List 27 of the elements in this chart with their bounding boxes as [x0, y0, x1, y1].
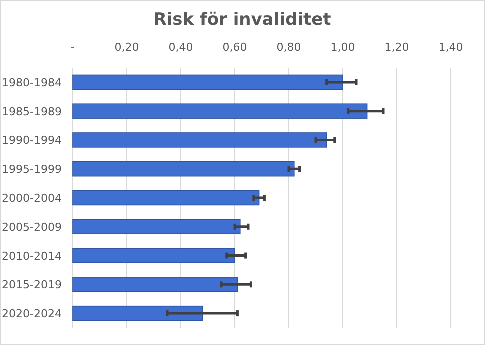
chart-title: Risk för invaliditet	[154, 10, 332, 30]
bar	[72, 132, 328, 148]
x-tick-label: -	[71, 41, 76, 54]
x-tick-label: 1,40	[438, 41, 464, 54]
bar	[72, 277, 238, 292]
x-tick-label: 0,20	[114, 41, 140, 54]
x-tick-label: 1,20	[384, 41, 410, 54]
y-tick-label: 2010-2014	[2, 250, 62, 263]
y-tick-label: 2005-2009	[2, 220, 62, 234]
x-tick-label: 0,40	[168, 41, 194, 54]
y-tick-label: 2015-2019	[2, 278, 62, 292]
x-tick-label: 1,00	[330, 41, 356, 54]
bar	[72, 104, 368, 119]
y-tick-label: 1995-1999	[2, 163, 62, 176]
bar	[72, 219, 241, 235]
bar	[72, 248, 236, 264]
bar	[72, 306, 203, 322]
bar	[72, 161, 295, 177]
bar	[72, 74, 344, 90]
x-tick-label: 0,60	[222, 41, 248, 54]
y-tick-label: 2000-2004	[2, 192, 62, 205]
y-tick-label: 1980-1984	[2, 76, 62, 90]
y-tick-label: 1990-1994	[2, 134, 62, 148]
y-tick-label: 2020-2024	[2, 308, 62, 321]
y-tick-label: 1985-1989	[2, 105, 62, 118]
bar	[72, 190, 260, 206]
x-tick-label: 0,80	[276, 41, 302, 54]
